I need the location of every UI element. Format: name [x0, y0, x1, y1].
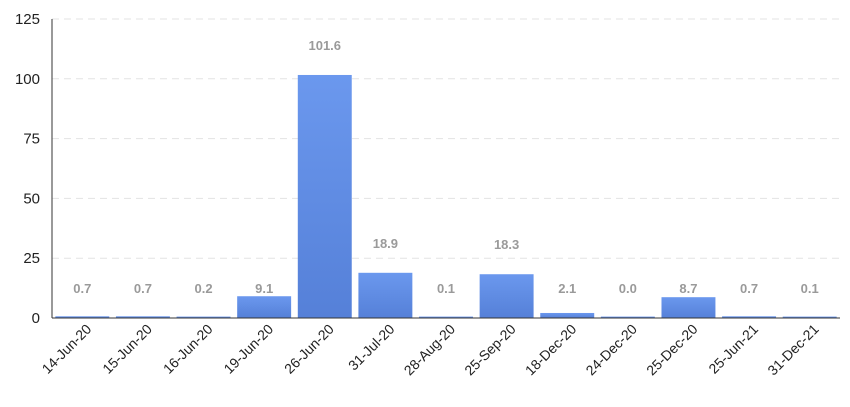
data-labels: 0.7 0.7 0.2 9.1 101.6 18.9 0.1 18.3 2.1 0.0 8.7 0.7…	[73, 38, 818, 296]
bar	[540, 312, 595, 318]
y-tick-label: 50	[23, 190, 40, 207]
bar	[115, 316, 170, 318]
bar	[419, 316, 473, 318]
x-tick-label: 25-Jun-21	[705, 321, 761, 377]
data-label: 8.7	[679, 281, 697, 296]
y-tick-label: 0	[32, 310, 40, 327]
data-label: 2.1	[558, 281, 576, 296]
data-label: 0.0	[619, 281, 637, 296]
bar	[297, 74, 352, 318]
x-tick-label: 24-Dec-20	[582, 321, 640, 379]
y-tick-label: 100	[15, 71, 40, 88]
data-label: 0.7	[740, 281, 758, 296]
x-tick-label: 18-Dec-20	[522, 321, 580, 379]
data-label: 18.3	[494, 237, 519, 252]
x-tick-label: 19-Jun-20	[220, 321, 276, 377]
y-tick-label: 75	[23, 131, 40, 148]
bar	[55, 316, 110, 318]
x-tick-label: 16-Jun-20	[160, 321, 216, 377]
data-label: 0.1	[801, 281, 819, 296]
bar	[600, 316, 655, 318]
x-tick-label: 26-Jun-20	[281, 321, 337, 377]
bar	[237, 296, 292, 318]
bar	[782, 316, 837, 318]
bar	[661, 297, 716, 318]
data-label: 0.2	[194, 281, 212, 296]
x-tick-label: 25-Dec-20	[643, 321, 701, 379]
bar	[479, 274, 534, 318]
data-label: 0.7	[73, 281, 91, 296]
data-label: 101.6	[308, 38, 341, 53]
x-tick-label: 31-Dec-21	[764, 321, 822, 379]
data-label: 0.7	[134, 281, 152, 296]
data-label: 0.1	[437, 281, 455, 296]
data-label: 9.1	[255, 281, 273, 296]
y-axis-ticks: 0 25 50 75 100 125	[15, 11, 40, 327]
gridlines	[52, 18, 840, 259]
x-axis-ticks: 14-Jun-20 15-Jun-20 16-Jun-20 19-Jun-20 26-J…	[39, 321, 822, 379]
x-tick-label: 14-Jun-20	[39, 321, 95, 377]
y-tick-label: 25	[23, 250, 40, 267]
x-tick-label: 28-Aug-20	[401, 321, 459, 379]
bar	[176, 316, 231, 318]
x-tick-label: 15-Jun-20	[99, 321, 155, 377]
bars	[55, 74, 837, 318]
data-label: 18.9	[373, 236, 398, 251]
bar	[722, 316, 777, 318]
x-tick-label: 31-Jul-20	[345, 321, 398, 374]
bar	[358, 272, 413, 318]
x-tick-label: 25-Sep-20	[461, 321, 519, 379]
y-tick-label: 125	[15, 11, 40, 28]
